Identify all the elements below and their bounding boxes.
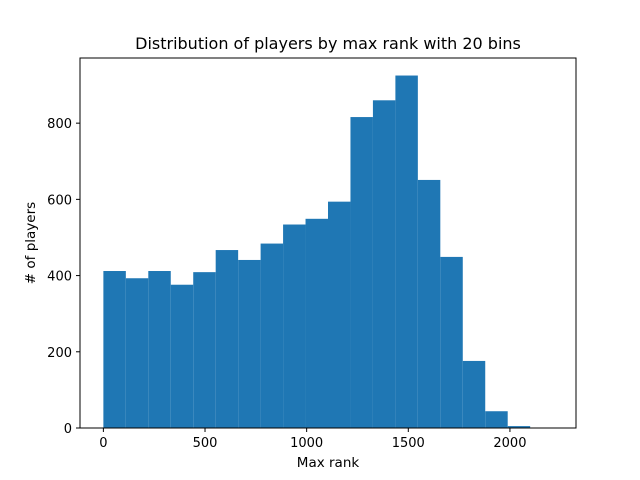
x-axis-ticks: 0 500 1000 1500 2000 [99,428,526,451]
y-axis-ticks: 0 200 400 600 800 [47,117,80,437]
histogram-bar [283,224,306,428]
histogram-bar [305,218,328,428]
histogram-bar [507,426,531,428]
y-tick-label: 0 [64,422,72,437]
histogram-bar [395,75,418,428]
histogram-bar [462,360,486,428]
y-tick-label: 200 [47,346,72,361]
histogram-bar [193,272,216,428]
x-axis-label: Max rank [297,455,360,471]
histogram-bar [125,278,149,428]
histogram-bar [350,117,373,429]
chart-title: Distribution of players by max rank with… [135,34,521,53]
histogram-bar [103,271,126,428]
y-tick-label: 400 [47,270,72,285]
x-tick-label: 1500 [392,436,425,451]
y-tick-label: 800 [47,117,72,132]
histogram-bar [485,411,508,428]
x-tick-label: 1000 [290,436,323,451]
histogram-bar [328,201,351,428]
x-tick-label: 500 [193,436,218,451]
x-tick-label: 2000 [493,436,526,451]
y-tick-label: 600 [47,193,72,208]
histogram-bar [238,259,261,428]
y-axis-label: # of players [23,202,39,284]
histogram-bar [215,250,239,428]
histogram-bar [417,179,441,428]
x-tick-label: 0 [99,436,107,451]
histogram-bar [372,100,396,428]
histogram-bar [148,271,171,428]
histogram-bars [103,75,553,429]
histogram-bar [260,243,284,428]
histogram-bar [170,284,194,428]
histogram-bar [440,256,463,428]
plot-frame [79,57,577,429]
